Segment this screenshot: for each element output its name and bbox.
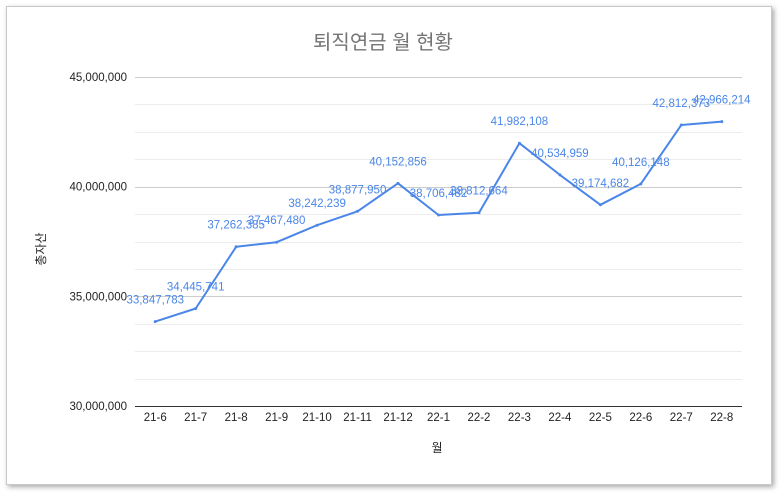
- data-point: [517, 141, 521, 145]
- data-point: [356, 209, 360, 213]
- data-label: 37,467,480: [248, 215, 306, 227]
- x-tick-label: 22-3: [508, 412, 531, 424]
- x-tick-label: 22-8: [710, 412, 733, 424]
- data-label: 38,706,482: [410, 188, 468, 200]
- x-tick-label: 22-1: [427, 412, 450, 424]
- data-point: [639, 182, 643, 186]
- x-tick-label: 22-7: [670, 412, 693, 424]
- x-tick-label: 21-8: [225, 412, 248, 424]
- x-tick-label: 21-7: [184, 412, 207, 424]
- data-label: 37,262,385: [207, 220, 265, 232]
- data-label: 38,877,950: [329, 184, 387, 196]
- y-tick-label: 35,000,000: [69, 291, 127, 303]
- chart-title: 퇴직연금 월 현황: [313, 31, 453, 54]
- x-tick-label: 21-6: [144, 412, 167, 424]
- series-group: [153, 120, 724, 324]
- data-point: [234, 245, 238, 249]
- data-label: 40,534,959: [531, 148, 589, 160]
- data-labels: 33,847,783 34,445,741 37,262,38537,467,480…: [126, 95, 751, 307]
- data-label: 38,812,664: [450, 186, 508, 198]
- x-tick-label: 21-12: [383, 412, 412, 424]
- y-tick-label: 45,000,000: [69, 72, 127, 84]
- gridlines: [135, 77, 742, 407]
- data-label: 38,242,239: [288, 198, 346, 210]
- y-axis-ticks: 30,000,000 35,000,000 40,000,000 45,000,000: [69, 72, 127, 413]
- x-tick-label: 21-10: [302, 412, 331, 424]
- data-point: [275, 240, 279, 244]
- x-axis-ticks: 21-6 21-7 21-8 21-9 21-10 21-11 21-12 22-1 22-2 2…: [144, 412, 734, 424]
- data-point: [315, 223, 319, 227]
- data-label: 34,445,741: [167, 281, 225, 293]
- x-axis-label: 월: [431, 441, 442, 455]
- data-point: [720, 120, 724, 124]
- x-tick-label: 22-6: [629, 412, 652, 424]
- x-tick-label: 22-5: [589, 412, 612, 424]
- data-point: [679, 123, 683, 127]
- data-point: [558, 173, 562, 177]
- data-point: [194, 306, 198, 310]
- data-point: [437, 213, 440, 217]
- x-tick-label: 21-9: [265, 412, 288, 424]
- data-label: 40,152,856: [369, 156, 427, 168]
- y-tick-label: 40,000,000: [69, 182, 127, 194]
- data-point: [598, 203, 602, 207]
- data-label: 41,982,108: [491, 116, 549, 128]
- data-label: 33,847,783: [126, 295, 184, 307]
- y-axis-label: 총자산: [34, 232, 48, 265]
- x-tick-label: 22-2: [467, 412, 490, 424]
- chart-frame: [6, 6, 772, 485]
- x-tick-label: 22-4: [548, 412, 572, 424]
- data-label: 42,812,373: [653, 98, 711, 110]
- data-label: 39,174,682: [572, 178, 630, 190]
- data-point: [396, 181, 400, 185]
- data-label: 42,966,214: [693, 95, 751, 107]
- data-point: [477, 211, 481, 215]
- x-tick-label: 21-11: [343, 412, 372, 424]
- data-label: 40,126,148: [612, 157, 670, 169]
- data-point: [153, 320, 157, 324]
- y-tick-label: 30,000,000: [69, 401, 127, 413]
